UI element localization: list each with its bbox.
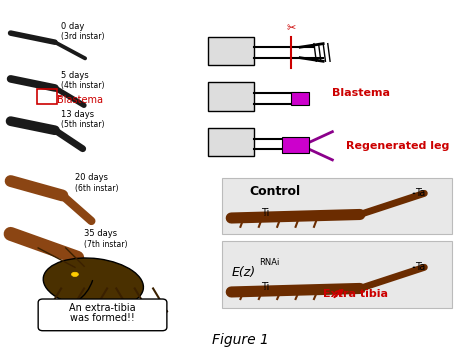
Text: ✂: ✂	[286, 23, 296, 33]
Text: was formed!!: was formed!!	[70, 313, 135, 323]
Text: 35 days: 35 days	[84, 229, 117, 238]
FancyBboxPatch shape	[282, 137, 310, 153]
Text: RNAi: RNAi	[259, 258, 279, 267]
FancyBboxPatch shape	[291, 92, 310, 105]
Text: 5 days: 5 days	[61, 71, 89, 80]
Text: (7th instar): (7th instar)	[84, 240, 128, 249]
Text: Ta: Ta	[415, 262, 425, 272]
Text: Extra tibia: Extra tibia	[323, 289, 388, 299]
Text: 13 days: 13 days	[61, 110, 94, 119]
FancyBboxPatch shape	[38, 299, 167, 331]
Ellipse shape	[43, 258, 144, 308]
Text: (5th instar): (5th instar)	[61, 120, 105, 129]
Text: Ti: Ti	[261, 208, 270, 218]
Text: (3rd instar): (3rd instar)	[61, 32, 105, 41]
Text: Figure 1: Figure 1	[212, 333, 269, 346]
Text: E(z): E(z)	[231, 266, 255, 279]
Text: (6th instar): (6th instar)	[75, 184, 118, 192]
Text: Blastema: Blastema	[56, 95, 102, 105]
Text: Ta: Ta	[415, 189, 425, 198]
Ellipse shape	[72, 272, 78, 277]
Text: Ti: Ti	[261, 282, 270, 292]
Text: Control: Control	[250, 185, 301, 198]
Text: Regenerated leg: Regenerated leg	[346, 141, 449, 151]
FancyBboxPatch shape	[222, 241, 452, 308]
FancyBboxPatch shape	[208, 128, 254, 156]
Text: An extra-tibia: An extra-tibia	[69, 303, 136, 313]
Text: 0 day: 0 day	[61, 22, 84, 31]
Text: 20 days: 20 days	[75, 173, 108, 182]
Text: Blastema: Blastema	[332, 88, 391, 98]
FancyBboxPatch shape	[208, 37, 254, 65]
Text: (4th instar): (4th instar)	[61, 81, 105, 91]
FancyBboxPatch shape	[222, 178, 452, 234]
FancyBboxPatch shape	[208, 82, 254, 110]
